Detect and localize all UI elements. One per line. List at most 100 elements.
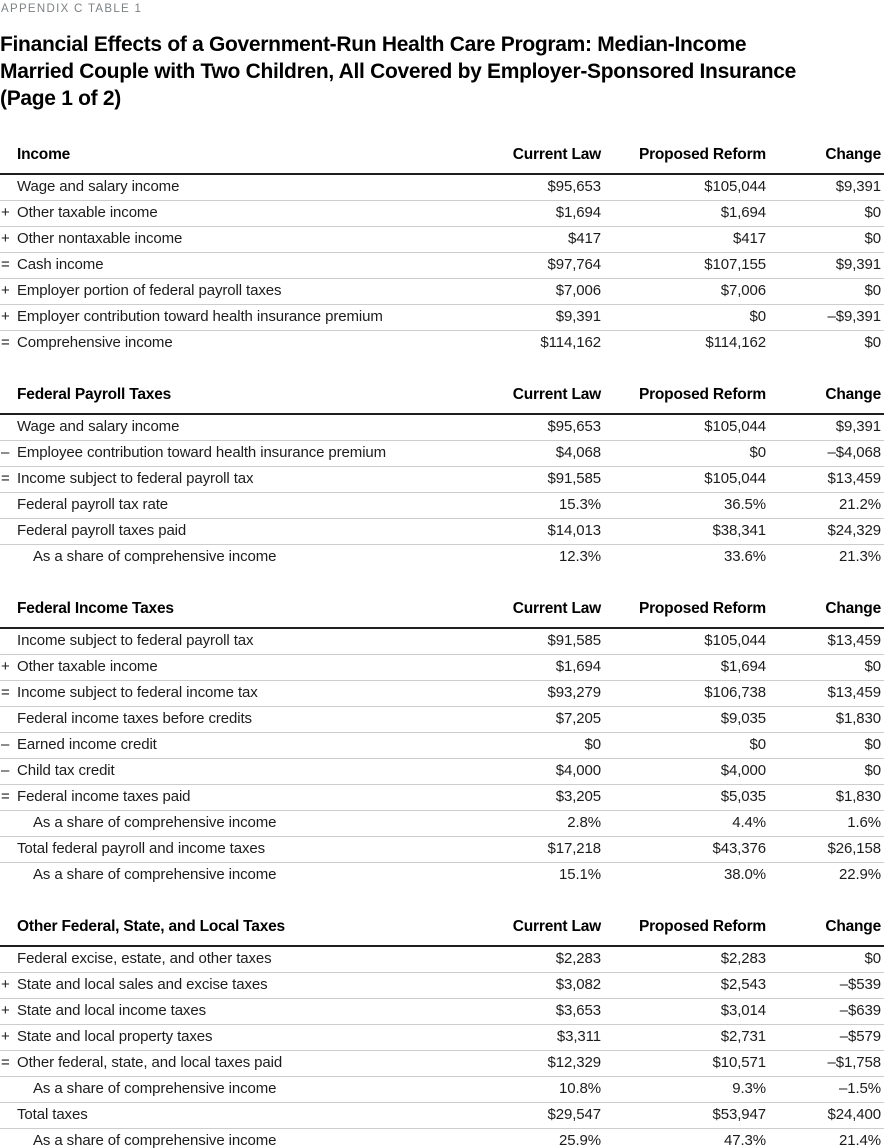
row-label-cell: + Employer contribution toward health ins…: [0, 304, 446, 331]
row-label: Other taxable income: [17, 658, 158, 675]
cell-change: $1,830: [766, 784, 884, 811]
cell-change: 22.9%: [766, 862, 884, 888]
row-label: Federal payroll tax rate: [17, 496, 169, 513]
row-label-cell: Wage and salary income: [0, 414, 446, 441]
section-header-row: Federal Income Taxes Current Law Propose…: [0, 600, 884, 629]
column-header-current-law: Current Law: [446, 918, 601, 947]
table-row: = Federal income taxes paid $3,205 $5,035 $1…: [0, 784, 884, 811]
cell-proposed-reform: $2,283: [720, 950, 766, 967]
row-label-cell: + Employer portion of federal payroll tax…: [0, 278, 446, 305]
section-title: Income: [0, 146, 446, 175]
cell-current-law: $0: [446, 732, 601, 759]
row-label-cell: – Employee contribution toward health ins…: [0, 440, 446, 467]
cell-proposed-reform: $1,694: [601, 200, 766, 227]
row-label: Income subject to federal income tax: [17, 684, 258, 701]
cell-proposed-reform: $114,162: [601, 330, 766, 356]
row-label: As a share of comprehensive income: [33, 1132, 277, 1148]
table-row: + State and local property taxes $3,311 $2,…: [0, 1024, 884, 1051]
row-operator: +: [1, 1028, 10, 1045]
cell-change: $9,391: [766, 252, 884, 279]
cell-change: $0: [864, 950, 882, 967]
row-label-cell: + State and local sales and excise taxes: [0, 972, 446, 999]
cell-proposed-reform: $3,014: [601, 998, 766, 1025]
column-header-proposed-reform: Proposed Reform: [601, 146, 766, 175]
row-label-cell: – Child tax credit: [0, 758, 446, 785]
row-label-cell: Total federal payroll and income taxes: [0, 836, 446, 863]
row-operator: =: [1, 470, 10, 487]
row-label: Other federal, state, and local taxes pa…: [17, 1054, 283, 1071]
cell-proposed-reform: $2,731: [601, 1024, 766, 1051]
row-label-cell: = Income subject to federal income tax: [0, 680, 446, 707]
cell-current-law: $2,283: [555, 950, 601, 967]
table-row: + Other taxable income $1,694 $1,694 $0: [0, 654, 884, 681]
table-row: Income subject to federal payroll tax $91…: [0, 628, 884, 655]
row-operator: +: [1, 204, 10, 221]
cell-change: –$539: [766, 972, 884, 999]
cell-current-law: $14,013: [446, 518, 601, 545]
cell-change: $0: [766, 226, 884, 253]
cell-current-law: $3,205: [446, 784, 601, 811]
row-label-cell: + State and local property taxes: [0, 1024, 446, 1051]
cell-change: $0: [766, 758, 884, 785]
cell-proposed-reform: 33.6%: [601, 544, 766, 570]
row-label: Employer portion of federal payroll taxe…: [17, 282, 282, 299]
row-label-cell: Total taxes: [0, 1102, 446, 1129]
row-label-cell: Federal income taxes before credits: [0, 706, 446, 733]
cell-current-law: $9,391: [446, 304, 601, 331]
cell-change: $9,391: [835, 418, 881, 435]
cell-proposed-reform: 36.5%: [601, 492, 766, 519]
column-header-current-law: Current Law: [446, 600, 601, 629]
cell-current-law: 12.3%: [446, 544, 601, 570]
row-operator: +: [1, 282, 10, 299]
cell-proposed-reform: $9,035: [601, 706, 766, 733]
section-title: Federal Income Taxes: [0, 600, 446, 629]
cell-proposed-reform: $38,341: [601, 518, 766, 545]
row-label: Total taxes: [17, 1106, 88, 1123]
row-operator: +: [1, 308, 10, 325]
table-row: As a share of comprehensive income 15.1% 3…: [0, 862, 884, 888]
row-label-cell: Federal payroll tax rate: [0, 492, 446, 519]
row-label: Wage and salary income: [17, 178, 180, 195]
row-label: State and local property taxes: [17, 1028, 213, 1045]
row-label: Comprehensive income: [17, 334, 173, 351]
cell-current-law: $7,205: [446, 706, 601, 733]
table-row: As a share of comprehensive income 10.8% 9…: [0, 1076, 884, 1103]
row-label: Employer contribution toward health insu…: [17, 308, 383, 325]
row-operator: +: [1, 658, 10, 675]
table-row: As a share of comprehensive income 25.9% 4…: [0, 1128, 884, 1148]
column-header-change: Change: [766, 600, 884, 629]
section-table: Federal Income Taxes Current Law Propose…: [0, 600, 884, 888]
row-label: As a share of comprehensive income: [33, 1080, 277, 1097]
cell-change: 21.4%: [766, 1128, 884, 1148]
row-operator: +: [1, 230, 10, 247]
row-label: State and local income taxes: [17, 1002, 206, 1019]
cell-current-law: $3,082: [446, 972, 601, 999]
column-header-change: Change: [766, 918, 884, 947]
row-label: Other taxable income: [17, 204, 158, 221]
cell-current-law: $3,311: [446, 1024, 601, 1051]
table-row: = Comprehensive income $114,162 $114,162 $0: [0, 330, 884, 356]
row-label-cell: As a share of comprehensive income: [0, 1128, 446, 1148]
cell-proposed-reform: 38.0%: [601, 862, 766, 888]
cell-proposed-reform: $417: [601, 226, 766, 253]
column-header-change: Change: [766, 386, 884, 415]
row-label-cell: Income subject to federal payroll tax: [0, 628, 446, 655]
cell-current-law: 10.8%: [446, 1076, 601, 1103]
row-operator: –: [1, 444, 10, 461]
table-row: – Child tax credit $4,000 $4,000 $0: [0, 758, 884, 785]
cell-proposed-reform: $10,571: [601, 1050, 766, 1077]
row-label-cell: As a share of comprehensive income: [0, 810, 446, 837]
row-label: Total federal payroll and income taxes: [17, 840, 266, 857]
tables-container: Income Current Law Proposed Reform Chang…: [0, 146, 884, 1148]
row-label: Federal payroll taxes paid: [17, 522, 187, 539]
table-row: = Other federal, state, and local taxes p…: [0, 1050, 884, 1077]
cell-current-law: $91,585: [547, 632, 601, 649]
cell-change: $0: [766, 200, 884, 227]
cell-proposed-reform: $107,155: [601, 252, 766, 279]
cell-current-law: $93,279: [446, 680, 601, 707]
cell-proposed-reform: $105,044: [704, 418, 766, 435]
cell-current-law: 25.9%: [446, 1128, 601, 1148]
cell-proposed-reform: $53,947: [601, 1102, 766, 1129]
cell-proposed-reform: $1,694: [601, 654, 766, 681]
